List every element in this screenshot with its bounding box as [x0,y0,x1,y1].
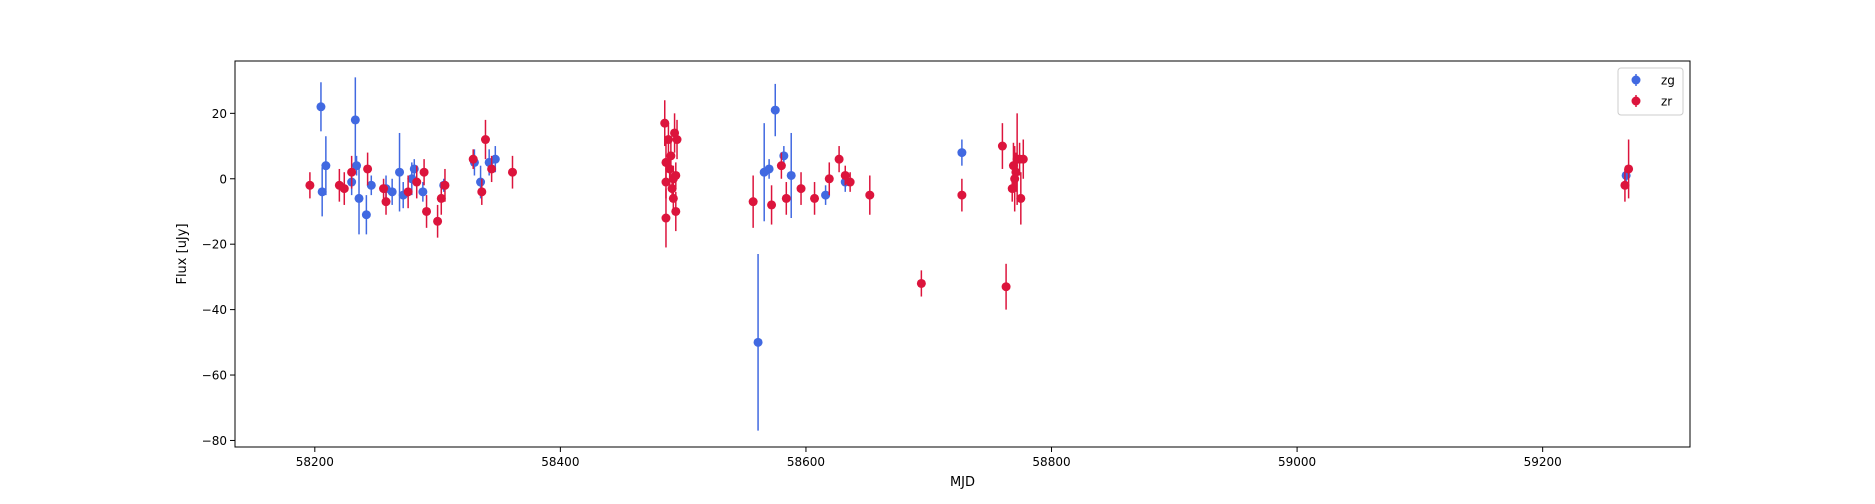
data-point [781,193,791,203]
data-point [507,167,517,177]
data-point [661,177,671,187]
data-point [845,177,855,187]
data-point [339,184,349,194]
legend-marker [1631,75,1641,85]
axes-layer: 58200 58400 58600 58800 59000 59200 −80 −60 −40 −… [202,107,1562,469]
data-point [468,154,478,164]
x-tick-label: 59200 [1524,455,1562,469]
data-point [1011,167,1021,177]
data-point [476,177,486,187]
data-point [671,206,681,216]
plot-frame [234,60,1691,448]
data-point [440,180,450,190]
data-point [316,102,326,112]
legend-marker [1631,96,1641,106]
data-point [361,210,371,220]
x-tick-label: 58200 [296,455,334,469]
legend: zg zr [1617,67,1684,116]
data-point [753,337,763,347]
data-point [321,161,331,171]
data-point [767,200,777,210]
data-point [748,197,758,207]
data-point [347,167,357,177]
data-point [412,177,422,187]
data-point [810,193,820,203]
data-point [387,187,397,197]
data-point [418,187,428,197]
data-point [305,180,315,190]
x-tick-label: 58800 [1032,455,1070,469]
data-point [824,174,834,184]
data-point [786,170,796,180]
x-tick-label: 58600 [787,455,825,469]
data-point [770,105,780,115]
data-point [661,157,671,167]
data-point [764,164,774,174]
data-point [419,167,429,177]
data-point [381,197,391,207]
y-tick-label: 0 [219,172,227,186]
legend-label: zg [1661,74,1675,88]
data-point [354,193,364,203]
x-tick-label: 59000 [1278,455,1316,469]
data-point [665,164,675,174]
data-marks-layer [305,77,1634,431]
data-point [660,118,670,128]
data-point [821,190,831,200]
series-zg [316,77,1631,431]
y-tick-label: −80 [202,434,227,448]
series-zr [305,100,1634,310]
legend-label: zr [1661,95,1672,109]
data-point [490,154,500,164]
data-point [997,141,1007,151]
data-point [366,180,376,190]
data-point [477,187,487,197]
data-point [433,216,443,226]
data-point [395,167,405,177]
data-point [776,161,786,171]
data-point [661,213,671,223]
y-tick-label: −60 [202,369,227,383]
data-point [487,164,497,174]
data-point [422,206,432,216]
data-point [436,193,446,203]
data-point [403,187,413,197]
data-point [363,164,373,174]
data-point [317,187,327,197]
y-tick-label: 20 [212,107,227,121]
data-point [667,184,677,194]
y-axis-label: Flux [uJy] [175,223,190,284]
y-tick-label: −20 [202,238,227,252]
x-tick-label: 58400 [541,455,579,469]
data-point [840,170,850,180]
data-point [1016,193,1026,203]
data-point [834,154,844,164]
data-point [350,115,360,125]
data-point [1001,282,1011,292]
data-point [865,190,875,200]
data-point [480,135,490,145]
data-point [671,170,681,180]
data-point [916,278,926,288]
x-axis-label: MJD [950,475,975,490]
data-point [957,190,967,200]
data-point [1620,180,1630,190]
y-tick-label: −40 [202,303,227,317]
data-point [957,148,967,158]
data-point [672,135,682,145]
data-point [1018,154,1028,164]
data-point [796,184,806,194]
data-point [666,151,676,161]
data-point [1624,164,1634,174]
